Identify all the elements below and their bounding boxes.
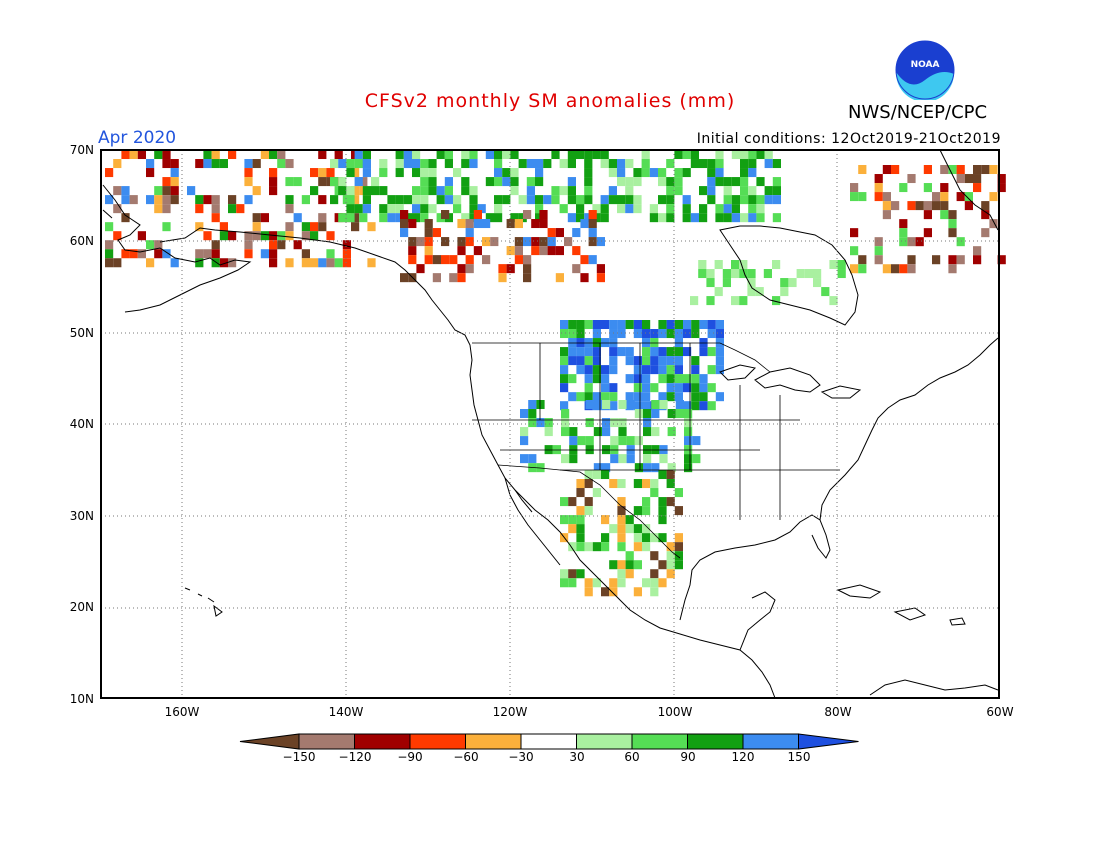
agency-label: NWS/NCEP/CPC (848, 102, 988, 123)
colorbar-label: 60 (624, 750, 640, 764)
lon-label-80w: 80W (824, 705, 852, 719)
colorbar-swatch (239, 733, 300, 750)
map-title: CFSv2 monthly SM anomalies (mm) (364, 90, 736, 112)
lon-label-160w: 160W (164, 705, 200, 719)
colorbar-swatch (520, 733, 577, 750)
lat-label-40n: 40N (69, 417, 94, 431)
colorbar-swatch (631, 733, 688, 750)
lat-label-30n: 30N (69, 509, 94, 523)
lon-label-120w: 120W (492, 705, 528, 719)
lon-label-140w: 140W (328, 705, 364, 719)
colorbar-swatch (798, 733, 859, 750)
lat-label-20n: 20N (69, 600, 94, 614)
colorbar-label: 150 (787, 750, 811, 764)
map-frame (100, 149, 1000, 699)
colorbar-swatch (409, 733, 466, 750)
colorbar-label: 90 (680, 750, 696, 764)
colorbar-swatch (298, 733, 355, 750)
lat-lon-grid (101, 150, 999, 698)
colorbar-swatch (465, 733, 522, 750)
colorbar-label: 30 (569, 750, 585, 764)
lat-label-60n: 60N (69, 234, 94, 248)
lat-label-70n: 70N (69, 143, 94, 157)
colorbar-label: −120 (338, 750, 372, 764)
lat-label-50n: 50N (69, 326, 94, 340)
colorbar-swatch (576, 733, 633, 750)
lon-label-100w: 100W (657, 705, 693, 719)
colorbar-swatch (354, 733, 411, 750)
colorbar-label: 120 (731, 750, 755, 764)
colorbar (239, 733, 859, 750)
political-borders (472, 342, 840, 559)
colorbar-label: −150 (282, 750, 316, 764)
colorbar-label: −30 (508, 750, 534, 764)
initial-conditions-label: Initial conditions: 12Oct2019-21Oct2019 (696, 131, 1001, 147)
colorbar-label: −60 (453, 750, 479, 764)
colorbar-swatch (687, 733, 744, 750)
svg-text:NOAA: NOAA (911, 60, 940, 70)
colorbar-swatch (742, 733, 799, 750)
anomaly-cells (105, 150, 1006, 597)
noaa-logo-icon: NOAA (895, 40, 955, 100)
lat-label-10n: 10N (69, 692, 94, 706)
valid-month-label: Apr 2020 (98, 128, 177, 148)
colorbar-label: −90 (397, 750, 423, 764)
coastlines (102, 149, 999, 699)
lon-label-60w: 60W (986, 705, 1014, 719)
